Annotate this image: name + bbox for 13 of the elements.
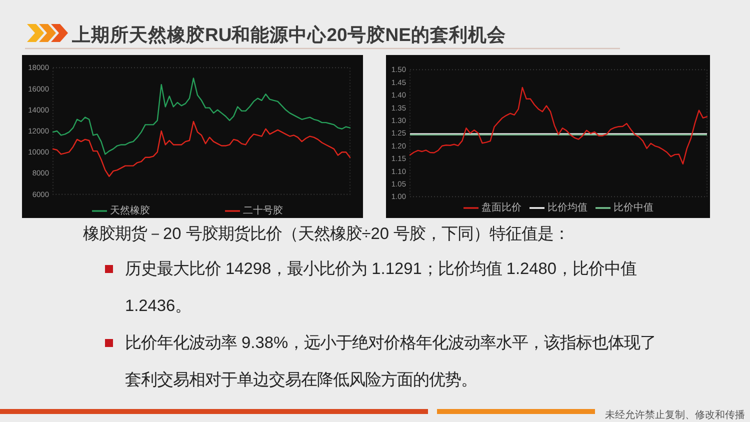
line-series [52, 78, 351, 155]
text: 历史最大比价 14298，最小比价为 1.1291；比价均值 1.2480，比价中值 1.2436。 [125, 258, 638, 316]
text: 比价年化波动率 9.38%，远小于绝对价格年化波动率水平，该指标也体现了套利交易相对于单边交易在降低风险方面的优势。 [125, 332, 657, 390]
text: 上期所天然橡胶RU和能源中心20号胶NE的套利机会 [72, 24, 506, 46]
line-series [52, 120, 351, 177]
legend-label: 天然橡胶 [110, 204, 150, 216]
text: 橡胶期货－20 号胶期货比价（天然橡胶÷20 号胶，下同）特征值是： [83, 224, 571, 244]
legend-label: 二十号胶 [243, 204, 283, 216]
legend-label: 盘面比价 [482, 202, 522, 214]
text: 未经允许禁止复制、修改和传播 [605, 410, 745, 422]
legend-label: 比价中值 [614, 202, 654, 214]
line-series [409, 86, 708, 165]
legend-label: 比价均值 [548, 202, 588, 214]
